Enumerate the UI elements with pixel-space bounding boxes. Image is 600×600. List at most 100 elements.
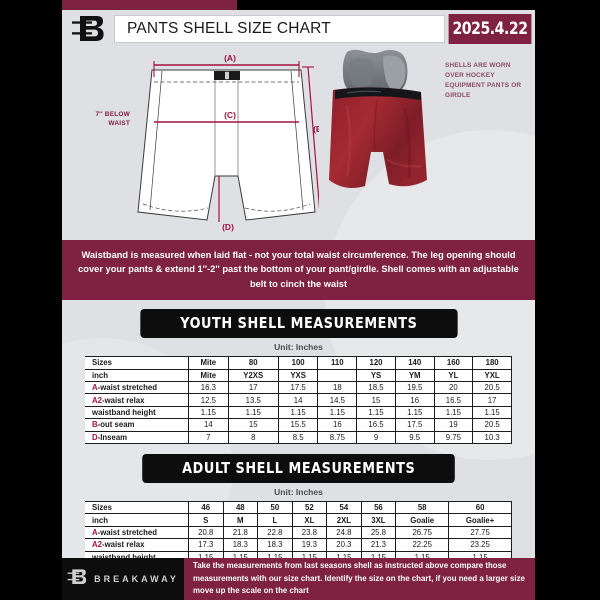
dimension-label-c: (C)	[224, 110, 236, 120]
measurement-cell: 15	[356, 393, 396, 407]
measurement-cell: 1.15	[395, 550, 450, 558]
column-header-cell: YM	[394, 368, 435, 383]
measurement-cell: 23.8	[291, 525, 328, 540]
measurement-cell: 18.3	[257, 538, 293, 552]
measurement-cell: 20.3	[326, 538, 362, 552]
row-label: waistband height	[85, 405, 189, 420]
footer-brand: BREAKAWAY	[62, 568, 184, 591]
measurement-cell: 20.5	[472, 380, 512, 395]
column-header-cell: YS	[356, 368, 396, 383]
dimension-label-a: (A)	[224, 53, 236, 63]
column-header-cell: Goalie+	[448, 513, 512, 527]
measurement-cell: 14	[188, 418, 229, 432]
measurement-cell: 25.8	[360, 525, 397, 540]
product-photo-red-shell	[329, 49, 427, 188]
column-header-cell: Y2XS	[227, 368, 279, 383]
measurement-cell: 8.5	[277, 430, 319, 444]
row-label: waistband height	[85, 550, 189, 558]
table-row: Sizes 46 48 50 52 54 56 58 60	[85, 500, 512, 515]
measurement-cell: 15.5	[277, 418, 319, 432]
worn-over-note: SHELLS ARE WORN OVER HOCKEY EQUIPMENT PA…	[445, 62, 522, 100]
measurement-cell: 8.75	[317, 430, 358, 444]
footer-b-mark-svg	[67, 568, 87, 584]
row-label: inch	[85, 368, 189, 383]
table-row: inch Mite Y2XS YXS YS YM YL YXL	[85, 368, 512, 383]
measurement-cell: 16.3	[188, 380, 229, 395]
measurement-cell: 18	[317, 380, 358, 395]
measurement-cell: 16	[317, 418, 358, 432]
measurement-cell: 1.15	[291, 550, 328, 558]
dimension-label-b: (B)	[313, 124, 319, 134]
youth-unit-label: Unit: Inches	[274, 342, 323, 353]
measurement-cell: 1.15	[448, 550, 512, 558]
row-label: Sizes	[85, 356, 189, 370]
column-header-cell: Goalie	[395, 513, 450, 527]
measurement-cell: 18.3	[222, 538, 259, 552]
measurement-cell: 7	[188, 430, 229, 444]
footer-instruction: Take the measurements from last seasons …	[184, 558, 535, 600]
measurement-cell: 22.25	[395, 538, 450, 552]
adult-unit-label: Unit: Inches	[274, 486, 323, 497]
measurement-cell: 17	[472, 393, 512, 407]
measurement-cell: 10.3	[472, 430, 512, 444]
measurement-cell: 16.5	[433, 393, 474, 407]
table-row: A-waist stretched 20.8 21.8 22.8 23.8 24.8 25.…	[85, 525, 512, 540]
measurement-cell: 1.15	[360, 550, 397, 558]
measurement-cell: 21.8	[222, 525, 259, 540]
column-header-cell	[317, 368, 358, 383]
revision-date-badge: 2025.4.22	[448, 14, 532, 44]
measurement-cell: 22.8	[257, 525, 293, 540]
measurement-cell: 20.5	[472, 418, 512, 432]
row-label-marker: A	[92, 383, 98, 393]
column-header-cell: Mite	[188, 368, 229, 383]
measurement-cell: 1.15	[257, 550, 293, 558]
measurement-cell: 1.15	[433, 405, 474, 420]
measurement-cell: 23.25	[448, 538, 512, 552]
row-label-marker: A	[92, 527, 98, 537]
measurement-cell: 12.5	[188, 393, 229, 407]
row-label-marker: A2	[92, 540, 102, 550]
measurement-cell: 19	[433, 418, 474, 432]
youth-table-wrap: Sizes Mite 80 100 110 120 140 160 180 inch Mite Y2X…	[62, 356, 535, 444]
page-title-box: PANTS SHELL SIZE CHART	[114, 15, 445, 43]
youth-section-header: YOUTH SHELL MEASUREMENTS Unit: Inches	[62, 309, 535, 352]
row-label: Sizes	[85, 500, 189, 515]
page-title: PANTS SHELL SIZE CHART	[127, 20, 331, 37]
measurement-cell: 1.15	[326, 550, 362, 558]
measurement-cell: 16.5	[356, 418, 396, 432]
below-waist-annotation: 7'' BELOW WAIST	[95, 111, 130, 128]
measurement-cell: 14.5	[317, 393, 358, 407]
column-header-cell: 140	[394, 356, 435, 370]
brand-b-mark-svg	[72, 16, 104, 41]
measurement-cell: 15	[227, 418, 279, 432]
column-header-cell: 54	[326, 500, 362, 515]
footer-b-logo-icon	[67, 568, 87, 591]
column-header-cell: YXL	[472, 368, 512, 383]
column-header-cell: 2XL	[326, 513, 362, 527]
table-row: D-Inseam 7 8 8.5 8.75 9 9.5 9.75 10.3	[85, 430, 512, 444]
table-row: inch S M L XL 2XL 3XL Goalie Goalie+	[85, 513, 512, 527]
row-label-marker: B	[92, 420, 98, 430]
adult-section-header: ADULT SHELL MEASUREMENTS Unit: Inches	[62, 453, 535, 497]
measurement-notice: Waistband is measured when laid flat - n…	[62, 240, 535, 301]
table-row: A2-waist relax 17.3 18.3 18.3 19.3 20.3 21.3 22…	[85, 538, 512, 552]
measurement-cell: 19.3	[291, 538, 328, 552]
measurement-cell: 17	[227, 380, 279, 395]
youth-measurements-table: Sizes Mite 80 100 110 120 140 160 180 inch Mite Y2X…	[85, 356, 512, 444]
column-header-cell: 48	[222, 500, 259, 515]
adult-measurements-table: Sizes 46 48 50 52 54 56 58 60 inch S M L XL 2XL 3XL Goal…	[85, 500, 512, 558]
table-row: A-waist stretched 16.3 17 17.5 18 18.5 19.5 20 2…	[85, 380, 512, 395]
measurement-cell: 27.75	[448, 525, 512, 540]
column-header-cell: 52	[291, 500, 328, 515]
measurement-cell: 1.15	[317, 405, 358, 420]
row-label: inch	[85, 513, 189, 527]
column-header-cell: 110	[317, 356, 358, 370]
column-header-cell: 180	[472, 356, 512, 370]
measurement-cell: 18.5	[356, 380, 396, 395]
poster-header: PANTS SHELL SIZE CHART 2025.4.22	[62, 10, 535, 48]
column-header-cell: 56	[360, 500, 397, 515]
measurement-cell: 1.15	[188, 550, 224, 558]
row-label-marker: A2	[92, 395, 102, 405]
measurement-cell: 20.8	[188, 525, 224, 540]
